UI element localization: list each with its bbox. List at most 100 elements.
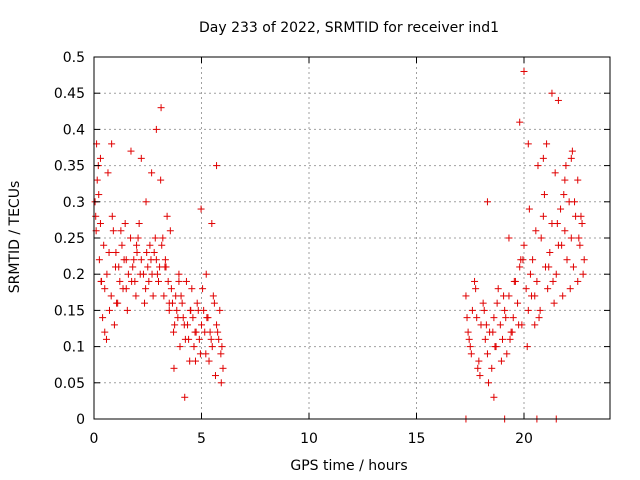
data-point bbox=[101, 285, 109, 293]
data-point bbox=[167, 285, 175, 293]
data-point bbox=[170, 328, 178, 336]
data-point bbox=[578, 220, 586, 228]
data-point bbox=[175, 270, 183, 278]
data-point bbox=[576, 241, 584, 249]
data-point bbox=[562, 162, 570, 170]
data-point bbox=[497, 357, 505, 365]
y-tick-label: 0.3 bbox=[63, 195, 85, 211]
data-point bbox=[219, 364, 227, 372]
data-point bbox=[217, 350, 225, 358]
data-point bbox=[104, 169, 112, 177]
data-point bbox=[130, 256, 138, 264]
data-point bbox=[207, 335, 215, 343]
data-point bbox=[93, 176, 101, 184]
data-point bbox=[193, 299, 201, 307]
data-point bbox=[491, 343, 499, 351]
data-point bbox=[203, 314, 211, 322]
data-point bbox=[503, 350, 511, 358]
data-point bbox=[474, 364, 482, 372]
data-point bbox=[141, 299, 149, 307]
data-point bbox=[496, 321, 504, 329]
y-tick-label: 0.35 bbox=[54, 159, 85, 175]
data-point bbox=[485, 379, 493, 387]
data-point bbox=[569, 263, 577, 271]
data-point bbox=[489, 328, 497, 336]
data-point bbox=[177, 292, 185, 300]
data-point bbox=[567, 234, 575, 242]
data-point bbox=[216, 306, 224, 314]
data-point bbox=[481, 335, 489, 343]
data-point bbox=[202, 270, 210, 278]
data-point bbox=[182, 277, 190, 285]
data-point bbox=[127, 147, 135, 155]
data-point bbox=[506, 335, 514, 343]
data-points bbox=[91, 67, 588, 423]
data-point bbox=[211, 372, 219, 380]
data-point bbox=[128, 277, 136, 285]
y-tick-label: 0.15 bbox=[54, 303, 85, 319]
data-point bbox=[539, 212, 547, 220]
data-point bbox=[151, 234, 159, 242]
data-point bbox=[135, 220, 143, 228]
data-point bbox=[121, 220, 129, 228]
data-point bbox=[95, 191, 103, 199]
data-point bbox=[137, 154, 145, 162]
data-point bbox=[146, 241, 154, 249]
data-point bbox=[96, 220, 104, 228]
data-point bbox=[546, 248, 554, 256]
data-point bbox=[463, 314, 471, 322]
data-point bbox=[149, 292, 157, 300]
data-point bbox=[133, 248, 141, 256]
data-point bbox=[537, 234, 545, 242]
data-point bbox=[171, 321, 179, 329]
data-point bbox=[543, 140, 551, 148]
data-point bbox=[558, 241, 566, 249]
data-point bbox=[529, 256, 537, 264]
plot-frame bbox=[93, 56, 611, 420]
data-point bbox=[465, 335, 473, 343]
data-point bbox=[574, 277, 582, 285]
data-point bbox=[127, 234, 135, 242]
data-point bbox=[501, 306, 509, 314]
data-point bbox=[119, 285, 127, 293]
data-point bbox=[112, 248, 120, 256]
data-point bbox=[553, 220, 561, 228]
data-point bbox=[189, 314, 197, 322]
data-point bbox=[178, 299, 186, 307]
data-point bbox=[192, 328, 200, 336]
data-point bbox=[144, 263, 152, 271]
data-point bbox=[163, 212, 171, 220]
data-point bbox=[560, 191, 568, 199]
data-point bbox=[208, 220, 216, 228]
y-tick-label: 0.1 bbox=[63, 340, 85, 356]
data-point bbox=[158, 241, 166, 249]
data-point bbox=[129, 263, 137, 271]
data-point bbox=[490, 314, 498, 322]
data-point bbox=[199, 285, 207, 293]
data-point bbox=[214, 328, 222, 336]
data-point bbox=[540, 191, 548, 199]
data-point bbox=[525, 205, 533, 213]
data-point bbox=[544, 285, 552, 293]
data-point bbox=[117, 227, 125, 235]
chart-title: Day 233 of 2022, SRMTID for receiver ind… bbox=[199, 20, 499, 36]
data-point bbox=[179, 314, 187, 322]
data-point bbox=[115, 263, 123, 271]
data-point bbox=[571, 198, 579, 206]
data-point bbox=[561, 227, 569, 235]
data-point bbox=[524, 140, 532, 148]
y-axis-tick-labels: 0 0.05 0.1 0.15 0.2 0.25 0.3 0.35 0.4 0.45 0.5 bbox=[54, 50, 85, 428]
data-point bbox=[493, 299, 501, 307]
data-point bbox=[105, 306, 113, 314]
data-point bbox=[563, 256, 571, 264]
data-point bbox=[157, 176, 165, 184]
data-point bbox=[97, 277, 105, 285]
data-point bbox=[122, 256, 130, 264]
data-point bbox=[143, 248, 151, 256]
data-point bbox=[147, 256, 155, 264]
data-point bbox=[162, 263, 170, 271]
x-axis-tick-labels: 0 5 10 15 20 bbox=[90, 431, 533, 447]
data-point bbox=[103, 270, 111, 278]
data-point bbox=[545, 263, 553, 271]
